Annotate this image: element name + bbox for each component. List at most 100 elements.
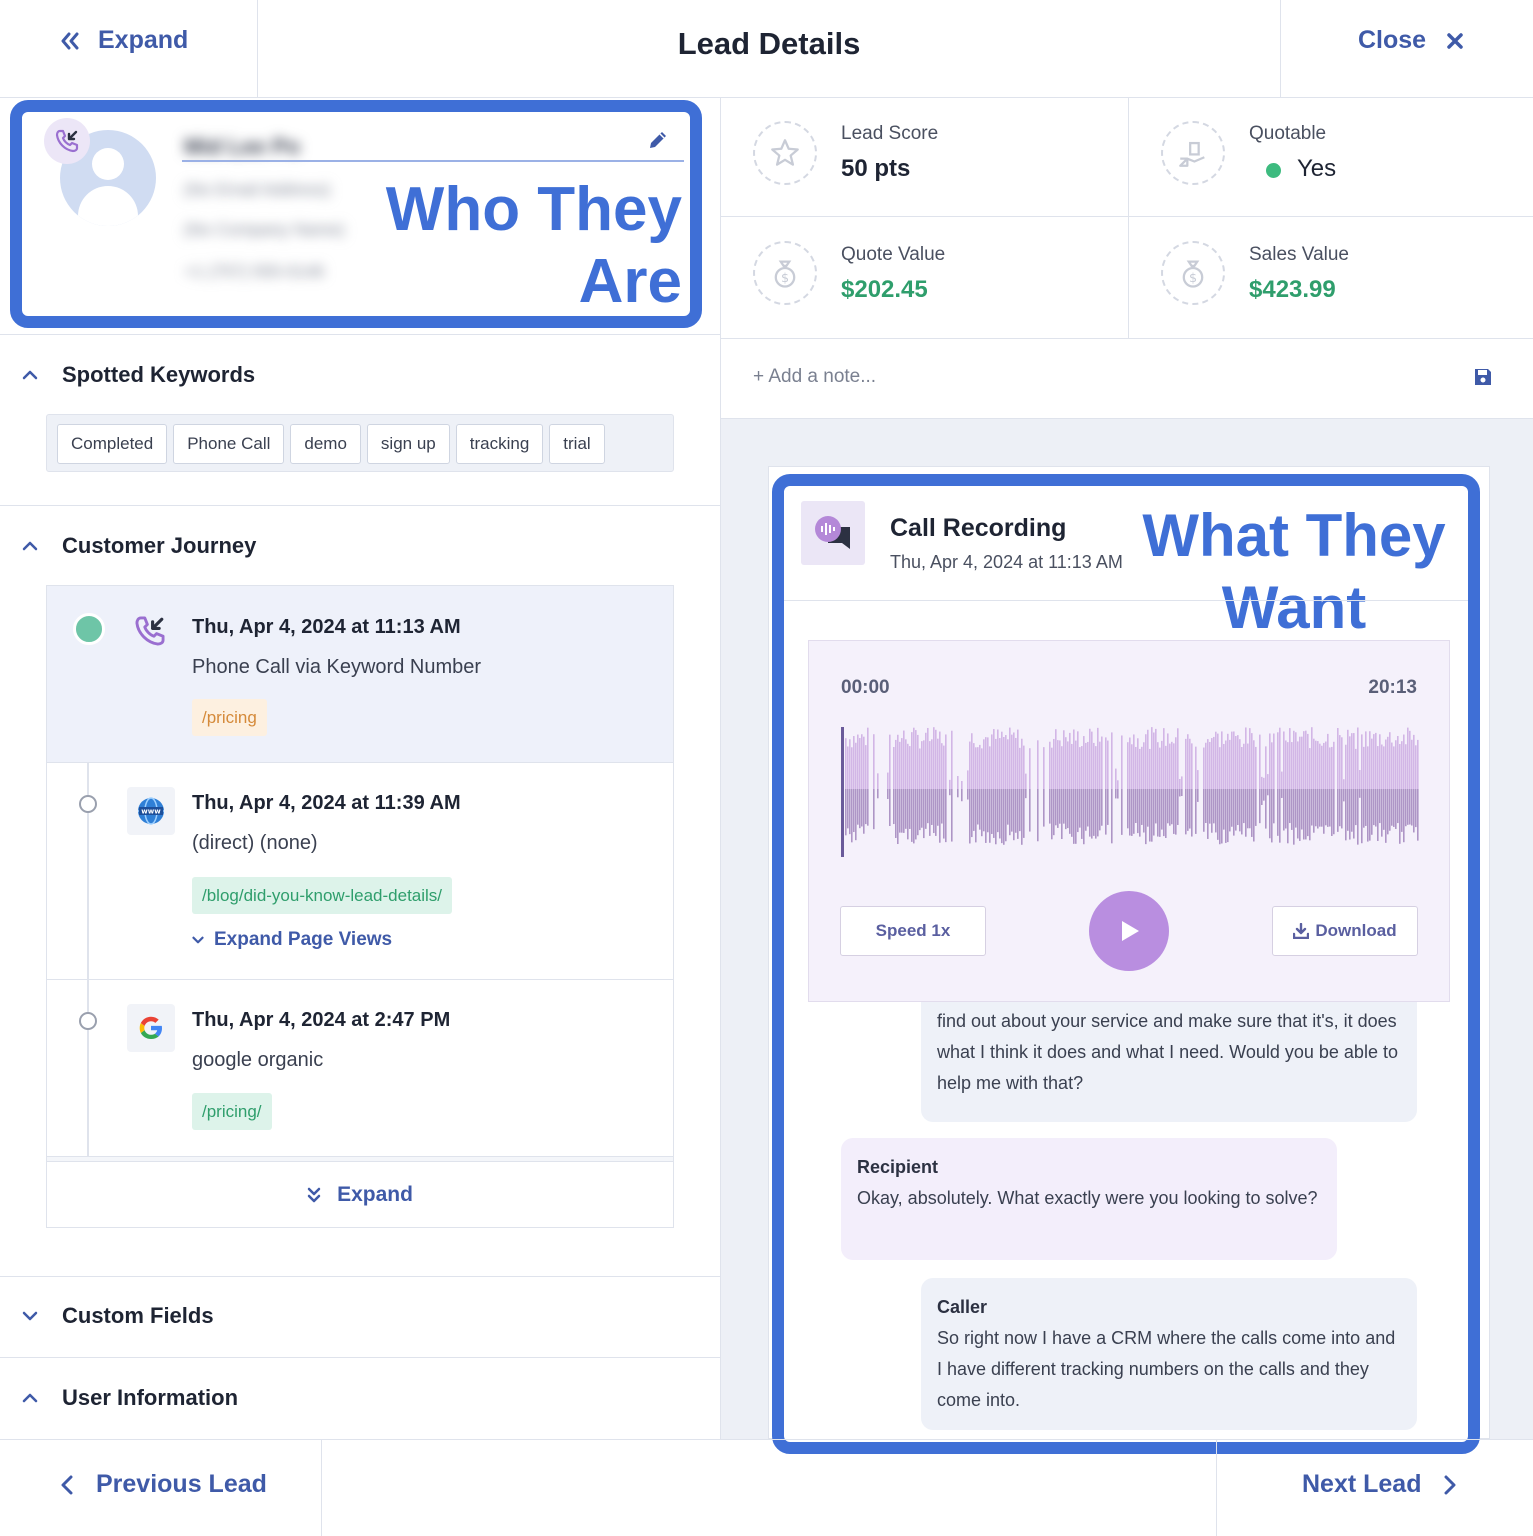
money-bag-icon: $ [1161, 241, 1225, 305]
double-chevron-left-icon [61, 32, 79, 49]
section-custom-fields[interactable]: Custom Fields [22, 1303, 214, 1329]
message-text: Okay, absolutely. What exactly were you … [857, 1188, 1318, 1208]
keyword-chip: demo [290, 424, 361, 464]
journey-source: (direct) (none) [192, 832, 318, 854]
contact-phone: +1 (757) 555-0146 [184, 262, 325, 281]
keyword-chip: Phone Call [173, 424, 285, 464]
contact-email: (No Email Address) [184, 180, 331, 199]
section-customer-journey[interactable]: Customer Journey [22, 533, 256, 559]
page-tag[interactable]: /pricing/ [192, 1093, 272, 1130]
chevron-up-icon [22, 541, 38, 551]
next-lead-button[interactable]: Next Lead [1302, 1470, 1457, 1499]
lead-score-value: 50 pts [841, 155, 911, 182]
timeline-dot [79, 795, 97, 813]
money-bag-icon: $ [753, 241, 817, 305]
journey-entry[interactable]: www Thu, Apr 4, 2024 at 11:39 AM (direct… [47, 763, 673, 979]
quote-value-label: Quote Value [841, 244, 946, 265]
save-icon [1475, 369, 1491, 385]
play-button[interactable] [1089, 891, 1169, 971]
expand-journey-button[interactable]: Expand [47, 1162, 673, 1227]
close-label: Close [1358, 26, 1427, 54]
download-button[interactable]: Download [1272, 906, 1418, 956]
timeline-dot-active [73, 613, 105, 645]
time-start: 00:00 [841, 677, 890, 698]
quotable-label: Quotable [1249, 123, 1327, 144]
journey-source: google organic [192, 1049, 324, 1071]
svg-text:$: $ [1189, 271, 1197, 286]
status-dot [1266, 163, 1281, 178]
overlay-line-2: Want [1221, 574, 1367, 641]
save-note-button[interactable] [1472, 366, 1494, 393]
time-end: 20:13 [1368, 677, 1417, 698]
incoming-call-icon [44, 118, 90, 164]
add-note-input[interactable]: + Add a note... [753, 366, 877, 387]
contact-company: (No Company Name) [184, 220, 345, 239]
quote-value: $202.45 [841, 276, 928, 303]
page-tag[interactable]: /pricing [192, 699, 267, 736]
chevron-down-icon [22, 1311, 38, 1321]
message-speaker: Recipient [857, 1157, 939, 1177]
previous-lead-button[interactable]: Previous Lead [60, 1470, 267, 1499]
playhead [841, 727, 844, 857]
transcript-message-caller: find out about your service and make sur… [921, 1002, 1417, 1122]
overlay-who-they-are: Who They Are [382, 174, 682, 318]
journey-timeline: Thu, Apr 4, 2024 at 11:13 AM Phone Call … [46, 585, 674, 1228]
expand-page-views-label: Expand Page Views [214, 929, 393, 950]
call-recording-card: Call Recording Thu, Apr 4, 2024 at 11:13… [772, 474, 1480, 1454]
page-title: Lead Details [677, 26, 861, 61]
waveform[interactable] [841, 727, 1419, 857]
chevron-up-icon [22, 1393, 38, 1403]
keyword-chip: tracking [455, 424, 544, 464]
timeline-dot [79, 1012, 97, 1030]
speed-button[interactable]: Speed 1x [840, 906, 986, 956]
journey-entry[interactable]: Thu, Apr 4, 2024 at 2:47 PM google organ… [47, 980, 673, 1156]
svg-text:$: $ [781, 271, 789, 286]
section-spotted-keywords[interactable]: Spotted Keywords [22, 362, 255, 388]
section-title: User Information [62, 1385, 239, 1410]
sales-value: $423.99 [1249, 276, 1336, 303]
pencil-icon [650, 132, 666, 148]
hand-money-icon [1161, 121, 1225, 185]
google-icon [127, 1004, 175, 1052]
page-tag[interactable]: /blog/did-you-know-lead-details/ [192, 877, 453, 914]
overlay-line-2: Are [578, 247, 682, 316]
section-user-information[interactable]: User Information [22, 1385, 238, 1411]
section-title: Customer Journey [62, 533, 257, 558]
keyword-list: Completed Phone Call demo sign up tracki… [46, 414, 674, 472]
incoming-call-icon [133, 614, 167, 653]
overlay-line-1: Who They [385, 175, 682, 244]
expand-journey-label: Expand [337, 1182, 413, 1206]
edit-contact-button[interactable] [646, 128, 670, 157]
journey-entry[interactable]: Thu, Apr 4, 2024 at 11:13 AM Phone Call … [47, 586, 673, 762]
chevron-down-icon [192, 936, 204, 944]
transcript-message-recipient: Recipient Okay, absolutely. What exactly… [841, 1138, 1337, 1260]
close-icon [1447, 32, 1463, 49]
overlay-line-1: What They [1142, 502, 1446, 569]
message-speaker: Caller [937, 1297, 988, 1317]
recording-date: Thu, Apr 4, 2024 at 11:13 AM [890, 552, 1123, 572]
message-text: find out about your service and make sur… [937, 1011, 1398, 1093]
chat-audio-icon [801, 501, 865, 565]
download-icon [1293, 923, 1310, 939]
journey-date: Thu, Apr 4, 2024 at 11:39 AM [192, 792, 461, 814]
previous-lead-label: Previous Lead [96, 1470, 267, 1498]
message-text: So right now I have a CRM where the call… [937, 1328, 1396, 1410]
close-button[interactable]: Close [1358, 26, 1464, 55]
expand-page-views-button[interactable]: Expand Page Views [192, 929, 392, 951]
double-chevron-down-icon [307, 1187, 321, 1202]
section-title: Spotted Keywords [62, 362, 256, 387]
download-label: Download [1315, 921, 1397, 940]
section-title: Custom Fields [62, 1303, 214, 1328]
keyword-chip: sign up [366, 424, 450, 464]
transcript-message-caller: Caller So right now I have a CRM where t… [921, 1278, 1417, 1430]
journey-source: Phone Call via Keyword Number [192, 656, 482, 678]
keyword-chip: Completed [57, 424, 168, 464]
contact-card: Mid Lee Po (No Email Address) (No Compan… [10, 100, 702, 328]
overlay-what-they-want: What They Want [1129, 500, 1459, 644]
sales-value-label: Sales Value [1249, 244, 1349, 265]
chevron-up-icon [22, 370, 38, 380]
svg-text:www: www [141, 808, 161, 816]
audio-player: 00:00 20:13 Speed 1x Download [808, 640, 1450, 1002]
keyword-chip: trial [549, 424, 605, 464]
expand-panel-button[interactable]: Expand [60, 26, 188, 55]
